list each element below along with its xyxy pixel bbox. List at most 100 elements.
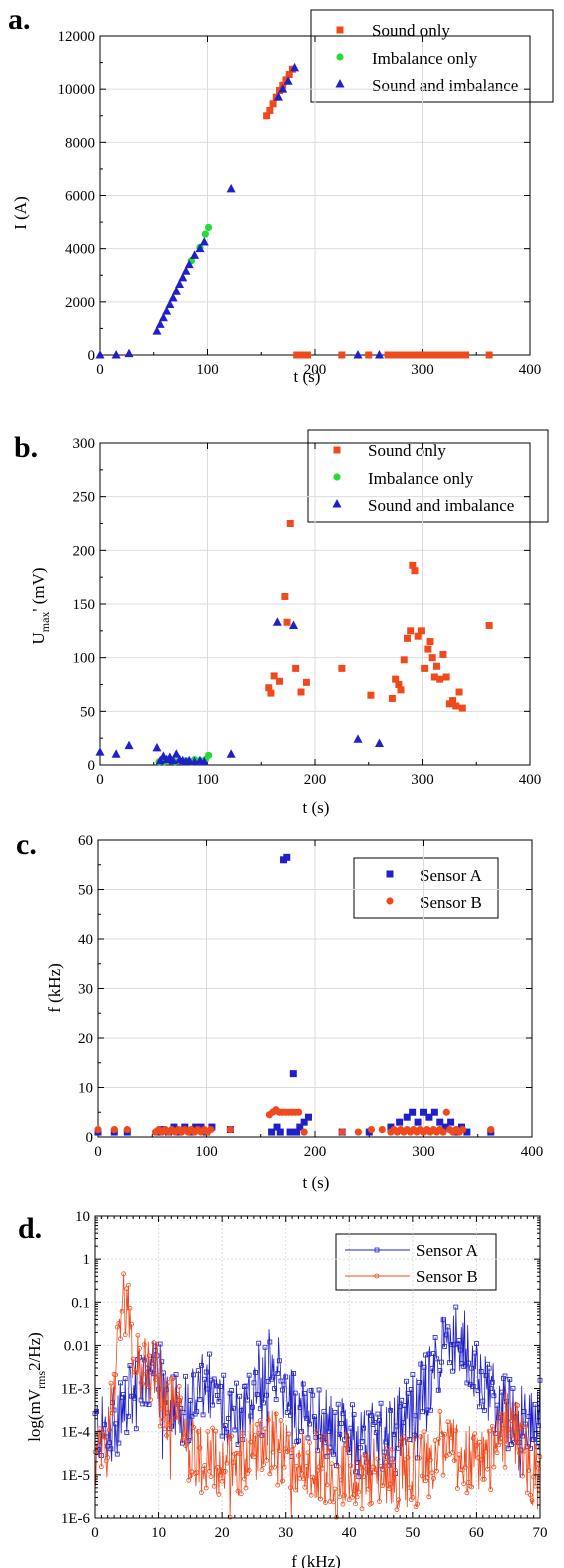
data-point [160, 1417, 166, 1422]
data-point [205, 1429, 211, 1434]
data-point [402, 1457, 408, 1463]
data-point [202, 1462, 208, 1468]
data-point [219, 1433, 225, 1439]
data-point [326, 1449, 332, 1454]
y-tick-label: 30 [78, 982, 93, 998]
data-point [389, 1447, 395, 1452]
data-point [353, 1501, 359, 1507]
data-point [534, 1461, 540, 1466]
data-point [121, 1271, 127, 1277]
data-point [300, 1128, 308, 1136]
data-point [200, 1412, 206, 1418]
ylabel-d: log(mVrms2/Hz) [25, 1332, 48, 1442]
data-point [426, 638, 434, 646]
data-point [243, 1485, 249, 1491]
data-point [383, 1460, 389, 1465]
data-point [358, 1464, 363, 1470]
data-point [426, 1351, 432, 1357]
data-point [442, 1431, 448, 1437]
data-point [405, 1455, 411, 1460]
data-point [453, 1428, 459, 1434]
data-point [470, 1435, 476, 1441]
data-point [118, 1380, 123, 1386]
ylabel-b-main: U [29, 632, 48, 644]
data-point [491, 1393, 497, 1399]
data-point [254, 1392, 260, 1398]
data-point [308, 1492, 314, 1498]
data-point [248, 1413, 254, 1419]
data-point [419, 351, 426, 359]
data-point [291, 1371, 297, 1376]
data-point [417, 627, 425, 635]
data-point [266, 106, 274, 114]
data-point [532, 1483, 538, 1489]
data-point [97, 1426, 103, 1432]
data-point [256, 1340, 262, 1346]
data-point [124, 348, 134, 358]
data-point [423, 351, 431, 359]
data-point [501, 1425, 506, 1431]
x-tick-label: 100 [196, 362, 219, 378]
data-point [386, 1486, 392, 1492]
x-tick-label: 60 [469, 1525, 484, 1541]
data-point [186, 1477, 192, 1483]
data-point [203, 1485, 209, 1491]
data-point [373, 1430, 379, 1436]
chart-d: 0 10 20 30 40 50 60 70 1E-6 1E-5 1E-4 1E-3 0.01 0.1 1 1… [61, 1209, 548, 1541]
data-point [330, 1499, 336, 1505]
data-point [208, 1377, 214, 1383]
data-point [280, 1478, 285, 1484]
data-point [381, 1453, 387, 1458]
panel-label-c: c. [16, 828, 37, 861]
data-point [146, 1402, 152, 1408]
data-point [268, 1128, 276, 1136]
data-point [205, 1386, 211, 1392]
data-point [211, 1483, 217, 1489]
data-point [369, 1413, 374, 1419]
data-point [275, 1371, 281, 1376]
data-point [152, 1377, 158, 1383]
data-point [421, 664, 429, 672]
data-point [226, 1416, 231, 1421]
data-point [418, 1434, 424, 1440]
data-point [418, 1361, 424, 1367]
data-point [430, 673, 438, 681]
data-point [95, 350, 105, 359]
data-point [310, 1392, 316, 1398]
data-point [353, 350, 363, 359]
data-point [276, 1128, 284, 1136]
ylabel-b: Umax' (mV) [29, 567, 52, 644]
data-point [214, 1393, 220, 1398]
data-point [305, 1450, 311, 1456]
data-point [409, 561, 417, 569]
legend-marker [336, 53, 344, 61]
xlabel-c: t (s) [303, 1173, 330, 1192]
data-point [256, 1431, 262, 1437]
data-point [407, 1437, 413, 1442]
data-point [442, 1108, 450, 1116]
data-point [442, 1343, 448, 1349]
data-point [216, 1492, 222, 1497]
data-point [123, 1125, 131, 1134]
data-point [412, 1434, 417, 1440]
data-point [367, 1125, 376, 1134]
data-point [173, 1415, 179, 1421]
data-point [348, 1425, 354, 1431]
data-point [297, 1405, 303, 1410]
y-tick-label: 6000 [65, 189, 95, 205]
data-point [243, 1383, 249, 1389]
x-tick-label: 100 [195, 1144, 218, 1160]
data-point [297, 1475, 303, 1481]
data-point [409, 1108, 417, 1116]
y-tick-label: 150 [73, 597, 96, 613]
data-point [124, 740, 134, 750]
data-point [162, 1426, 168, 1432]
data-point [359, 1506, 365, 1512]
data-point [289, 1070, 297, 1078]
data-point [449, 351, 457, 359]
data-point [427, 1457, 433, 1463]
data-point [140, 1401, 146, 1407]
legend-marker [386, 870, 394, 878]
data-point [444, 351, 452, 359]
data-point [124, 1430, 130, 1435]
